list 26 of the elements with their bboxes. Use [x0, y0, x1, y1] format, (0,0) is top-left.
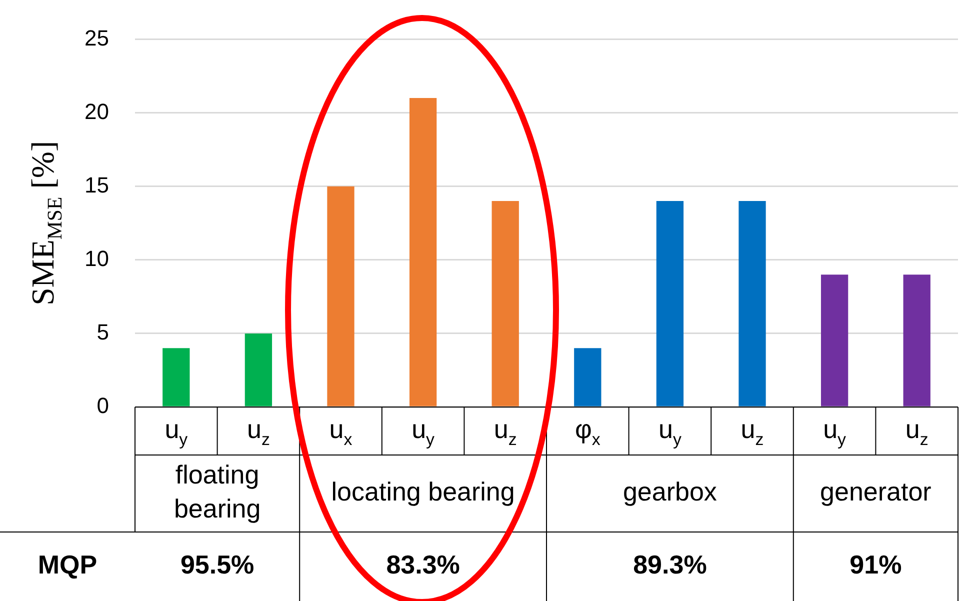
text: floating bearing: [174, 460, 261, 524]
y-tick-label: 5: [96, 320, 109, 345]
text: 89.3%: [633, 550, 707, 580]
bar: [820, 274, 848, 406]
bar: [574, 348, 602, 406]
text: locating bearing: [331, 476, 515, 507]
text: 91%: [850, 550, 902, 580]
text: gearbox: [622, 476, 717, 507]
bar: [656, 201, 684, 406]
y-tick-label: 15: [84, 172, 109, 198]
text: 83.3%: [386, 550, 460, 580]
y-tick-label: 0: [96, 393, 109, 418]
bar: [492, 201, 519, 406]
y-tick-label: 10: [84, 246, 109, 271]
text: 95.5%: [180, 550, 254, 580]
y-tick-label: 20: [84, 98, 109, 124]
bar: [903, 274, 930, 406]
bar: [409, 98, 437, 406]
text: MQP: [38, 550, 98, 580]
y-axis-title: SMEMSE [%]: [24, 140, 67, 306]
bar: [327, 186, 354, 406]
bar: [738, 201, 766, 406]
bar: [244, 333, 272, 406]
y-tick-label: 25: [84, 25, 109, 50]
text: generator: [820, 476, 932, 507]
bar: [162, 348, 190, 406]
